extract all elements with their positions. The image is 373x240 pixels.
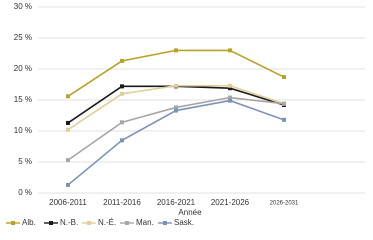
x-tick-label: 2006-2011 xyxy=(49,198,87,207)
data-point xyxy=(120,58,124,63)
data-point xyxy=(282,101,286,106)
data-point xyxy=(228,95,232,100)
x-tick-label: 2011-2016 xyxy=(103,198,141,207)
data-point xyxy=(120,138,124,143)
data-point xyxy=(174,83,178,88)
legend-label: N.-B. xyxy=(60,218,78,227)
x-tick-label: 2016-2021 xyxy=(157,198,196,207)
legend-label: Alb. xyxy=(22,218,36,227)
data-point xyxy=(66,127,70,132)
data-point xyxy=(228,83,232,88)
data-point xyxy=(174,108,178,113)
data-point xyxy=(66,94,70,99)
y-tick-label: 0 % xyxy=(18,188,32,197)
data-point xyxy=(282,75,286,80)
x-tick-label: 2021-2026 xyxy=(211,198,250,207)
data-point xyxy=(120,84,124,89)
legend-label: Sask. xyxy=(174,218,194,227)
data-point xyxy=(120,91,124,96)
series-line xyxy=(67,85,285,124)
legend-marker xyxy=(125,221,129,225)
y-tick-label: 20 % xyxy=(14,64,32,73)
legend-marker xyxy=(87,221,91,225)
y-tick-label: 10 % xyxy=(14,126,32,135)
data-point xyxy=(174,105,178,110)
data-point xyxy=(66,158,70,163)
data-point xyxy=(174,48,178,53)
legend-marker xyxy=(11,221,15,225)
legend-label: Man. xyxy=(136,218,154,227)
series-line xyxy=(67,49,285,97)
data-point xyxy=(66,120,70,125)
data-point xyxy=(228,98,232,103)
x-tick-label: 2026-2031 xyxy=(270,201,299,207)
legend-label: N.-É. xyxy=(98,218,116,227)
y-tick-label: 30 % xyxy=(14,2,32,11)
y-tick-label: 15 % xyxy=(14,95,32,104)
series-line xyxy=(67,99,285,186)
x-axis-label: Année xyxy=(178,208,202,217)
data-point xyxy=(228,48,232,53)
legend-marker xyxy=(49,221,53,225)
y-tick-label: 25 % xyxy=(14,33,32,42)
y-tick-label: 5 % xyxy=(18,157,32,166)
data-point xyxy=(282,117,286,122)
data-point xyxy=(66,182,70,187)
legend-marker xyxy=(163,221,167,225)
chart: Année 0 % 5 % 10 % 15 % 20 % 25 % 30 % 2006-201… xyxy=(6,2,365,227)
data-point xyxy=(228,86,232,91)
data-point xyxy=(120,120,124,125)
